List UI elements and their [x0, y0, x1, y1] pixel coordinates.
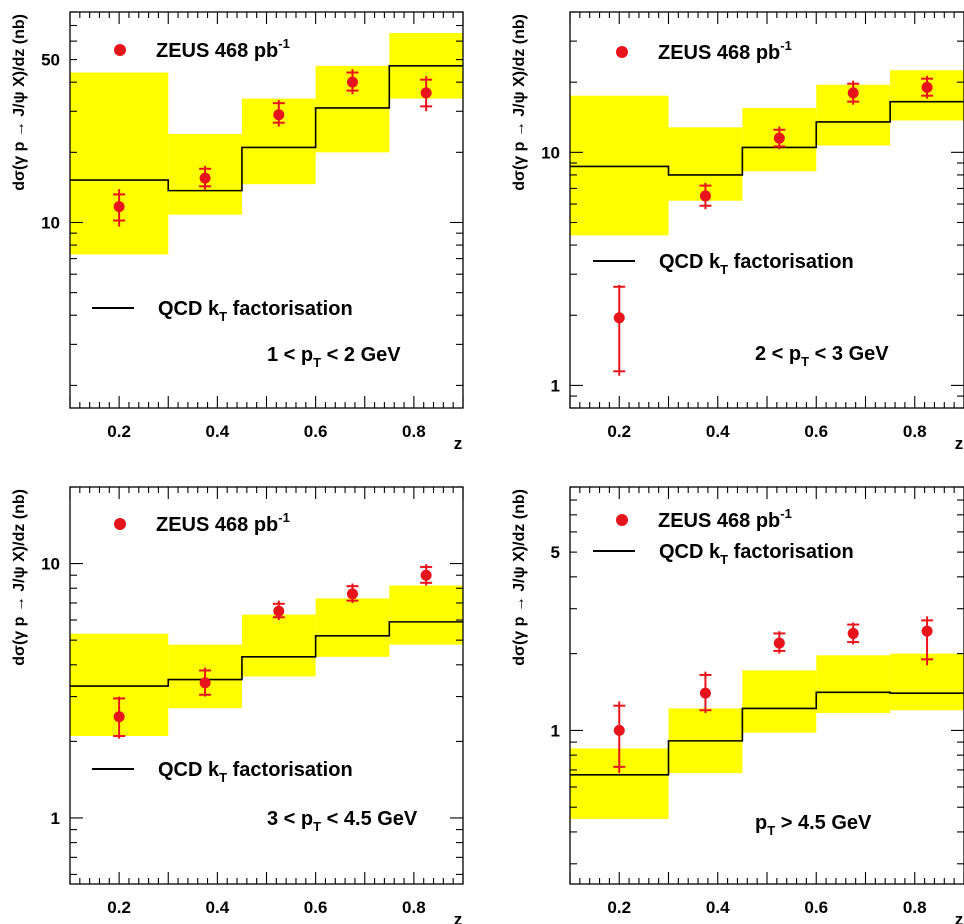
legend-data-label: ZEUS 468 pb-1 — [658, 38, 792, 64]
theory-band-bin — [742, 670, 817, 733]
y-tick-label: 5 — [551, 543, 560, 562]
y-tick-label: 1 — [551, 376, 560, 395]
plot-area — [570, 70, 964, 376]
plot-area — [70, 564, 463, 739]
legend-data-marker — [616, 46, 628, 58]
chart-panel-1: 0.2 0.4 0.6 0.8 z 10 50 dσ(γ p → J/ψ X)/dz (nb)… — [11, 11, 464, 453]
legend-theory-label: QCD kT factorisation — [158, 298, 353, 324]
theory-band-bin — [315, 598, 390, 657]
theory-line — [70, 65, 463, 192]
legend-theory-label: QCD kT factorisation — [659, 541, 854, 567]
data-point — [113, 201, 125, 213]
x-axis-label: z — [454, 910, 463, 924]
pt-range-label: 1 < pT < 2 GeV — [267, 344, 401, 370]
x-tick-label: 0.2 — [607, 422, 631, 441]
x-tick-label: 0.2 — [107, 422, 131, 441]
x-tick-label: 0.6 — [804, 898, 828, 917]
plot-area — [70, 33, 463, 255]
x-tick-label: 0.8 — [903, 898, 927, 917]
y-tick-label: 1 — [51, 809, 60, 828]
y-tick-label: 10 — [41, 555, 60, 574]
data-point — [273, 605, 285, 617]
data-point — [773, 637, 785, 649]
data-point — [273, 109, 285, 121]
data-point — [613, 312, 625, 324]
y-tick-label: 50 — [41, 51, 60, 70]
data-point — [346, 76, 358, 88]
y-axis-label: dσ(γ p → J/ψ X)/dz (nb) — [511, 489, 528, 666]
y-axis-label: dσ(γ p → J/ψ X)/dz (nb) — [11, 14, 28, 191]
legend-data-label: ZEUS 468 pb-1 — [156, 36, 290, 62]
data-point — [699, 687, 711, 699]
chart-panel-4: 0.2 0.4 0.6 0.8 z 1 5 dσ(γ p → J/ψ X)/dz (nb) ZE… — [511, 486, 964, 924]
data-point — [921, 625, 933, 637]
theory-band-bin — [816, 655, 891, 714]
x-tick-label: 0.2 — [607, 898, 631, 917]
theory-band-bin — [570, 95, 669, 236]
x-tick-label: 0.8 — [402, 422, 426, 441]
data-point — [921, 81, 933, 93]
x-tick-label: 0.4 — [206, 898, 230, 917]
legend-data-marker — [114, 518, 126, 530]
pt-range-label: pT > 4.5 GeV — [755, 812, 872, 838]
data-point — [773, 132, 785, 144]
x-tick-label: 0.8 — [402, 898, 426, 917]
data-point — [847, 87, 859, 99]
legend-data-marker — [114, 44, 126, 56]
y-axis-label: dσ(γ p → J/ψ X)/dz (nb) — [11, 489, 28, 666]
x-tick-label: 0.6 — [804, 422, 828, 441]
y-axis-label: dσ(γ p → J/ψ X)/dz (nb) — [511, 14, 528, 191]
chart-panel-3: 0.2 0.4 0.6 0.8 z 1 10 dσ(γ p → J/ψ X)/dz (nb) Z… — [11, 486, 464, 924]
x-tick-label: 0.6 — [304, 898, 328, 917]
legend-data-marker — [616, 514, 628, 526]
y-tick-label: 1 — [551, 721, 560, 740]
data-point — [613, 724, 625, 736]
x-tick-label: 0.6 — [304, 422, 328, 441]
theory-band-bin — [241, 614, 316, 677]
plot-area — [570, 616, 964, 819]
data-point — [699, 190, 711, 202]
pt-range-label: 2 < pT < 3 GeV — [755, 343, 889, 369]
pt-range-label: 3 < pT < 4.5 GeV — [267, 808, 418, 834]
x-tick-label: 0.2 — [107, 898, 131, 917]
data-point — [199, 677, 211, 689]
x-axis-label: z — [955, 434, 964, 453]
data-point — [420, 569, 432, 581]
theory-line — [570, 691, 964, 776]
theory-line — [70, 621, 463, 687]
x-tick-label: 0.8 — [903, 422, 927, 441]
data-point — [420, 87, 432, 99]
legend-theory-label: QCD kT factorisation — [659, 251, 854, 277]
x-axis-label: z — [955, 910, 964, 924]
legend-data-label: ZEUS 468 pb-1 — [156, 510, 290, 536]
legend-data-label: ZEUS 468 pb-1 — [658, 506, 792, 532]
data-point — [346, 588, 358, 600]
x-tick-label: 0.4 — [706, 898, 730, 917]
theory-band-bin — [70, 72, 169, 255]
data-point — [199, 172, 211, 184]
chart-panel-2: 0.2 0.4 0.6 0.8 z 1 10 dσ(γ p → J/ψ X)/dz (nb) Z… — [511, 11, 964, 453]
data-point — [113, 711, 125, 723]
data-point — [847, 627, 859, 639]
x-axis-label: z — [454, 434, 463, 453]
y-tick-label: 10 — [541, 143, 560, 162]
x-tick-label: 0.4 — [706, 422, 730, 441]
legend-theory-label: QCD kT factorisation — [158, 759, 353, 785]
x-tick-label: 0.4 — [206, 422, 230, 441]
y-tick-label: 10 — [41, 213, 60, 232]
theory-band-bin — [389, 585, 463, 645]
